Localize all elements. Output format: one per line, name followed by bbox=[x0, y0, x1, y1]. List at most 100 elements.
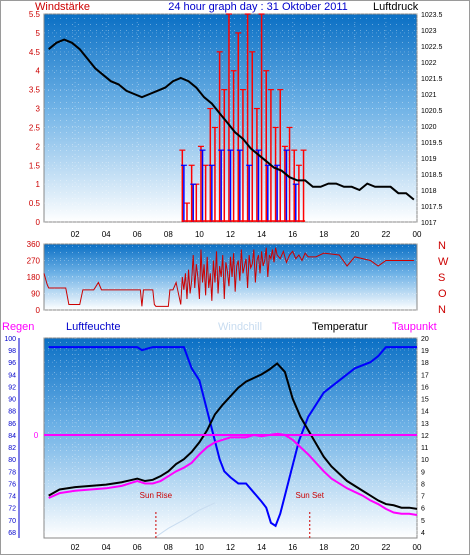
rain-legend: Regen bbox=[2, 321, 34, 333]
pressure-tick-label: 1021.5 bbox=[421, 76, 443, 83]
wind-tick-label: 1 bbox=[36, 180, 41, 189]
temperature-tick-label: 19 bbox=[421, 348, 429, 355]
pressure-tick-label: 1019.5 bbox=[421, 140, 443, 147]
x-tick-label: 10 bbox=[195, 230, 204, 239]
humidity-tick-label: 90 bbox=[8, 397, 16, 404]
x-tick-label: 22 bbox=[381, 230, 390, 239]
panel1-right-ticks: 1023.5 1023 1022.5 1022 1021.5 1021 1020.5 1020… bbox=[421, 12, 443, 227]
temperature-tick-label: 16 bbox=[421, 384, 429, 391]
x-tick-label: 16 bbox=[288, 543, 297, 552]
wind-tick-label: 5.5 bbox=[29, 10, 41, 19]
panel1-wind-bars bbox=[179, 13, 307, 222]
x-tick-label: 20 bbox=[350, 543, 359, 552]
direction-tick-label: 180 bbox=[27, 273, 41, 282]
panel3-x-ticks: 02 04 06 08 10 12 14 16 18 20 22 00 bbox=[71, 543, 422, 552]
wind-tick-label: 0 bbox=[36, 218, 41, 227]
panel2-dots bbox=[44, 244, 417, 310]
humidity-tick-label: 96 bbox=[8, 360, 16, 367]
compass-letter: N bbox=[438, 304, 446, 316]
temperature-tick-label: 5 bbox=[421, 518, 425, 525]
humidity-tick-label: 92 bbox=[8, 384, 16, 391]
wind-tick-label: 0.5 bbox=[29, 199, 41, 208]
wind-pressure-panel: 5.5 5 4.5 4 3.5 3 2.5 2 1.5 1 0.5 0 1023.5 1023 1022.… bbox=[29, 10, 443, 239]
compass-letter: O bbox=[438, 288, 447, 300]
humidity-tick-label: 80 bbox=[8, 457, 16, 464]
humidity-tick-label: 88 bbox=[8, 409, 16, 416]
pressure-tick-label: 1023.5 bbox=[421, 12, 443, 19]
temperature-tick-label: 11 bbox=[421, 445, 428, 452]
humidity-legend: Luftfeuchte bbox=[66, 321, 120, 333]
sunset-label: Sun Set bbox=[296, 491, 325, 500]
pressure-tick-label: 1022.5 bbox=[421, 44, 443, 51]
temperature-tick-label: 20 bbox=[421, 336, 429, 343]
x-tick-label: 06 bbox=[133, 543, 142, 552]
direction-tick-label: 270 bbox=[27, 257, 41, 266]
humidity-tick-label: 94 bbox=[8, 372, 16, 379]
pressure-tick-label: 1017.5 bbox=[421, 204, 443, 211]
x-tick-label: 04 bbox=[102, 543, 111, 552]
temperature-tick-label: 18 bbox=[421, 360, 429, 367]
temperature-tick-label: 9 bbox=[421, 469, 425, 476]
direction-tick-label: 360 bbox=[27, 240, 41, 249]
pressure-tick-label: 1018.5 bbox=[421, 172, 443, 179]
humidity-tick-label: 100 bbox=[4, 336, 16, 343]
panel2-direction-line bbox=[43, 247, 414, 307]
temperature-tick-label: 13 bbox=[421, 421, 429, 428]
x-tick-label: 02 bbox=[71, 543, 80, 552]
sunrise-label: Sun Rise bbox=[140, 491, 173, 500]
pressure-tick-label: 1019 bbox=[421, 156, 437, 163]
wind-tick-label: 4 bbox=[36, 67, 41, 76]
temperature-tick-label: 14 bbox=[421, 409, 429, 416]
x-tick-label: 22 bbox=[381, 543, 390, 552]
temperature-tick-label: 7 bbox=[421, 494, 425, 501]
panel3-lines bbox=[44, 346, 418, 538]
windchill-line bbox=[155, 502, 216, 538]
panel3-left-ticks: 100 98 96 94 92 90 88 86 84 82 80 78 76 74 72 70 68 bbox=[4, 336, 16, 537]
panel3-annotations: 0 Sun Rise Sun Set bbox=[34, 431, 325, 538]
pressure-axis-title: Luftdruck bbox=[373, 1, 419, 13]
humidity-tick-label: 70 bbox=[8, 518, 16, 525]
direction-tick-label: 90 bbox=[31, 290, 40, 299]
panel1-pressure-line bbox=[48, 38, 415, 201]
temperature-tick-label: 8 bbox=[421, 481, 425, 488]
pressure-tick-label: 1017 bbox=[421, 220, 437, 227]
compass-letter: W bbox=[438, 256, 449, 268]
wind-tick-label: 2.5 bbox=[29, 123, 41, 132]
x-tick-label: 20 bbox=[350, 230, 359, 239]
pressure-tick-label: 1022 bbox=[421, 60, 437, 67]
compass-letter: N bbox=[438, 240, 446, 252]
humidity-tick-label: 98 bbox=[8, 348, 16, 355]
temperature-line bbox=[48, 362, 418, 510]
pressure-tick-label: 1020 bbox=[421, 124, 437, 131]
pressure-tick-label: 1021 bbox=[421, 92, 437, 99]
humidity-tick-label: 84 bbox=[8, 433, 16, 440]
x-tick-label: 00 bbox=[413, 543, 422, 552]
temperature-tick-label: 15 bbox=[421, 397, 429, 404]
x-tick-label: 04 bbox=[102, 230, 111, 239]
wind-tick-label: 3 bbox=[36, 105, 41, 114]
humidity-line bbox=[48, 346, 417, 528]
wind-tick-label: 4.5 bbox=[29, 48, 41, 57]
direction-tick-label: 0 bbox=[36, 306, 41, 315]
dewpoint-legend: Taupunkt bbox=[392, 321, 437, 333]
pressure-tick-label: 1018 bbox=[421, 188, 437, 195]
x-tick-label: 12 bbox=[226, 230, 235, 239]
direction-line bbox=[43, 247, 414, 307]
humidity-tick-label: 72 bbox=[8, 506, 16, 513]
wind-tick-label: 3.5 bbox=[29, 86, 41, 95]
x-tick-label: 12 bbox=[226, 543, 235, 552]
x-tick-label: 14 bbox=[257, 230, 266, 239]
panel2-left-ticks: 360 270 180 90 0 bbox=[27, 240, 41, 315]
compass-letter: S bbox=[438, 272, 445, 284]
temperature-tick-label: 4 bbox=[421, 530, 425, 537]
panel1-left-ticks: 5.5 5 4.5 4 3.5 3 2.5 2 1.5 1 0.5 0 bbox=[29, 10, 41, 227]
humidity-tick-label: 74 bbox=[8, 494, 16, 501]
x-tick-label: 18 bbox=[319, 543, 328, 552]
temperature-tick-label: 12 bbox=[421, 433, 429, 440]
x-tick-label: 10 bbox=[195, 543, 204, 552]
pressure-line bbox=[48, 38, 415, 201]
